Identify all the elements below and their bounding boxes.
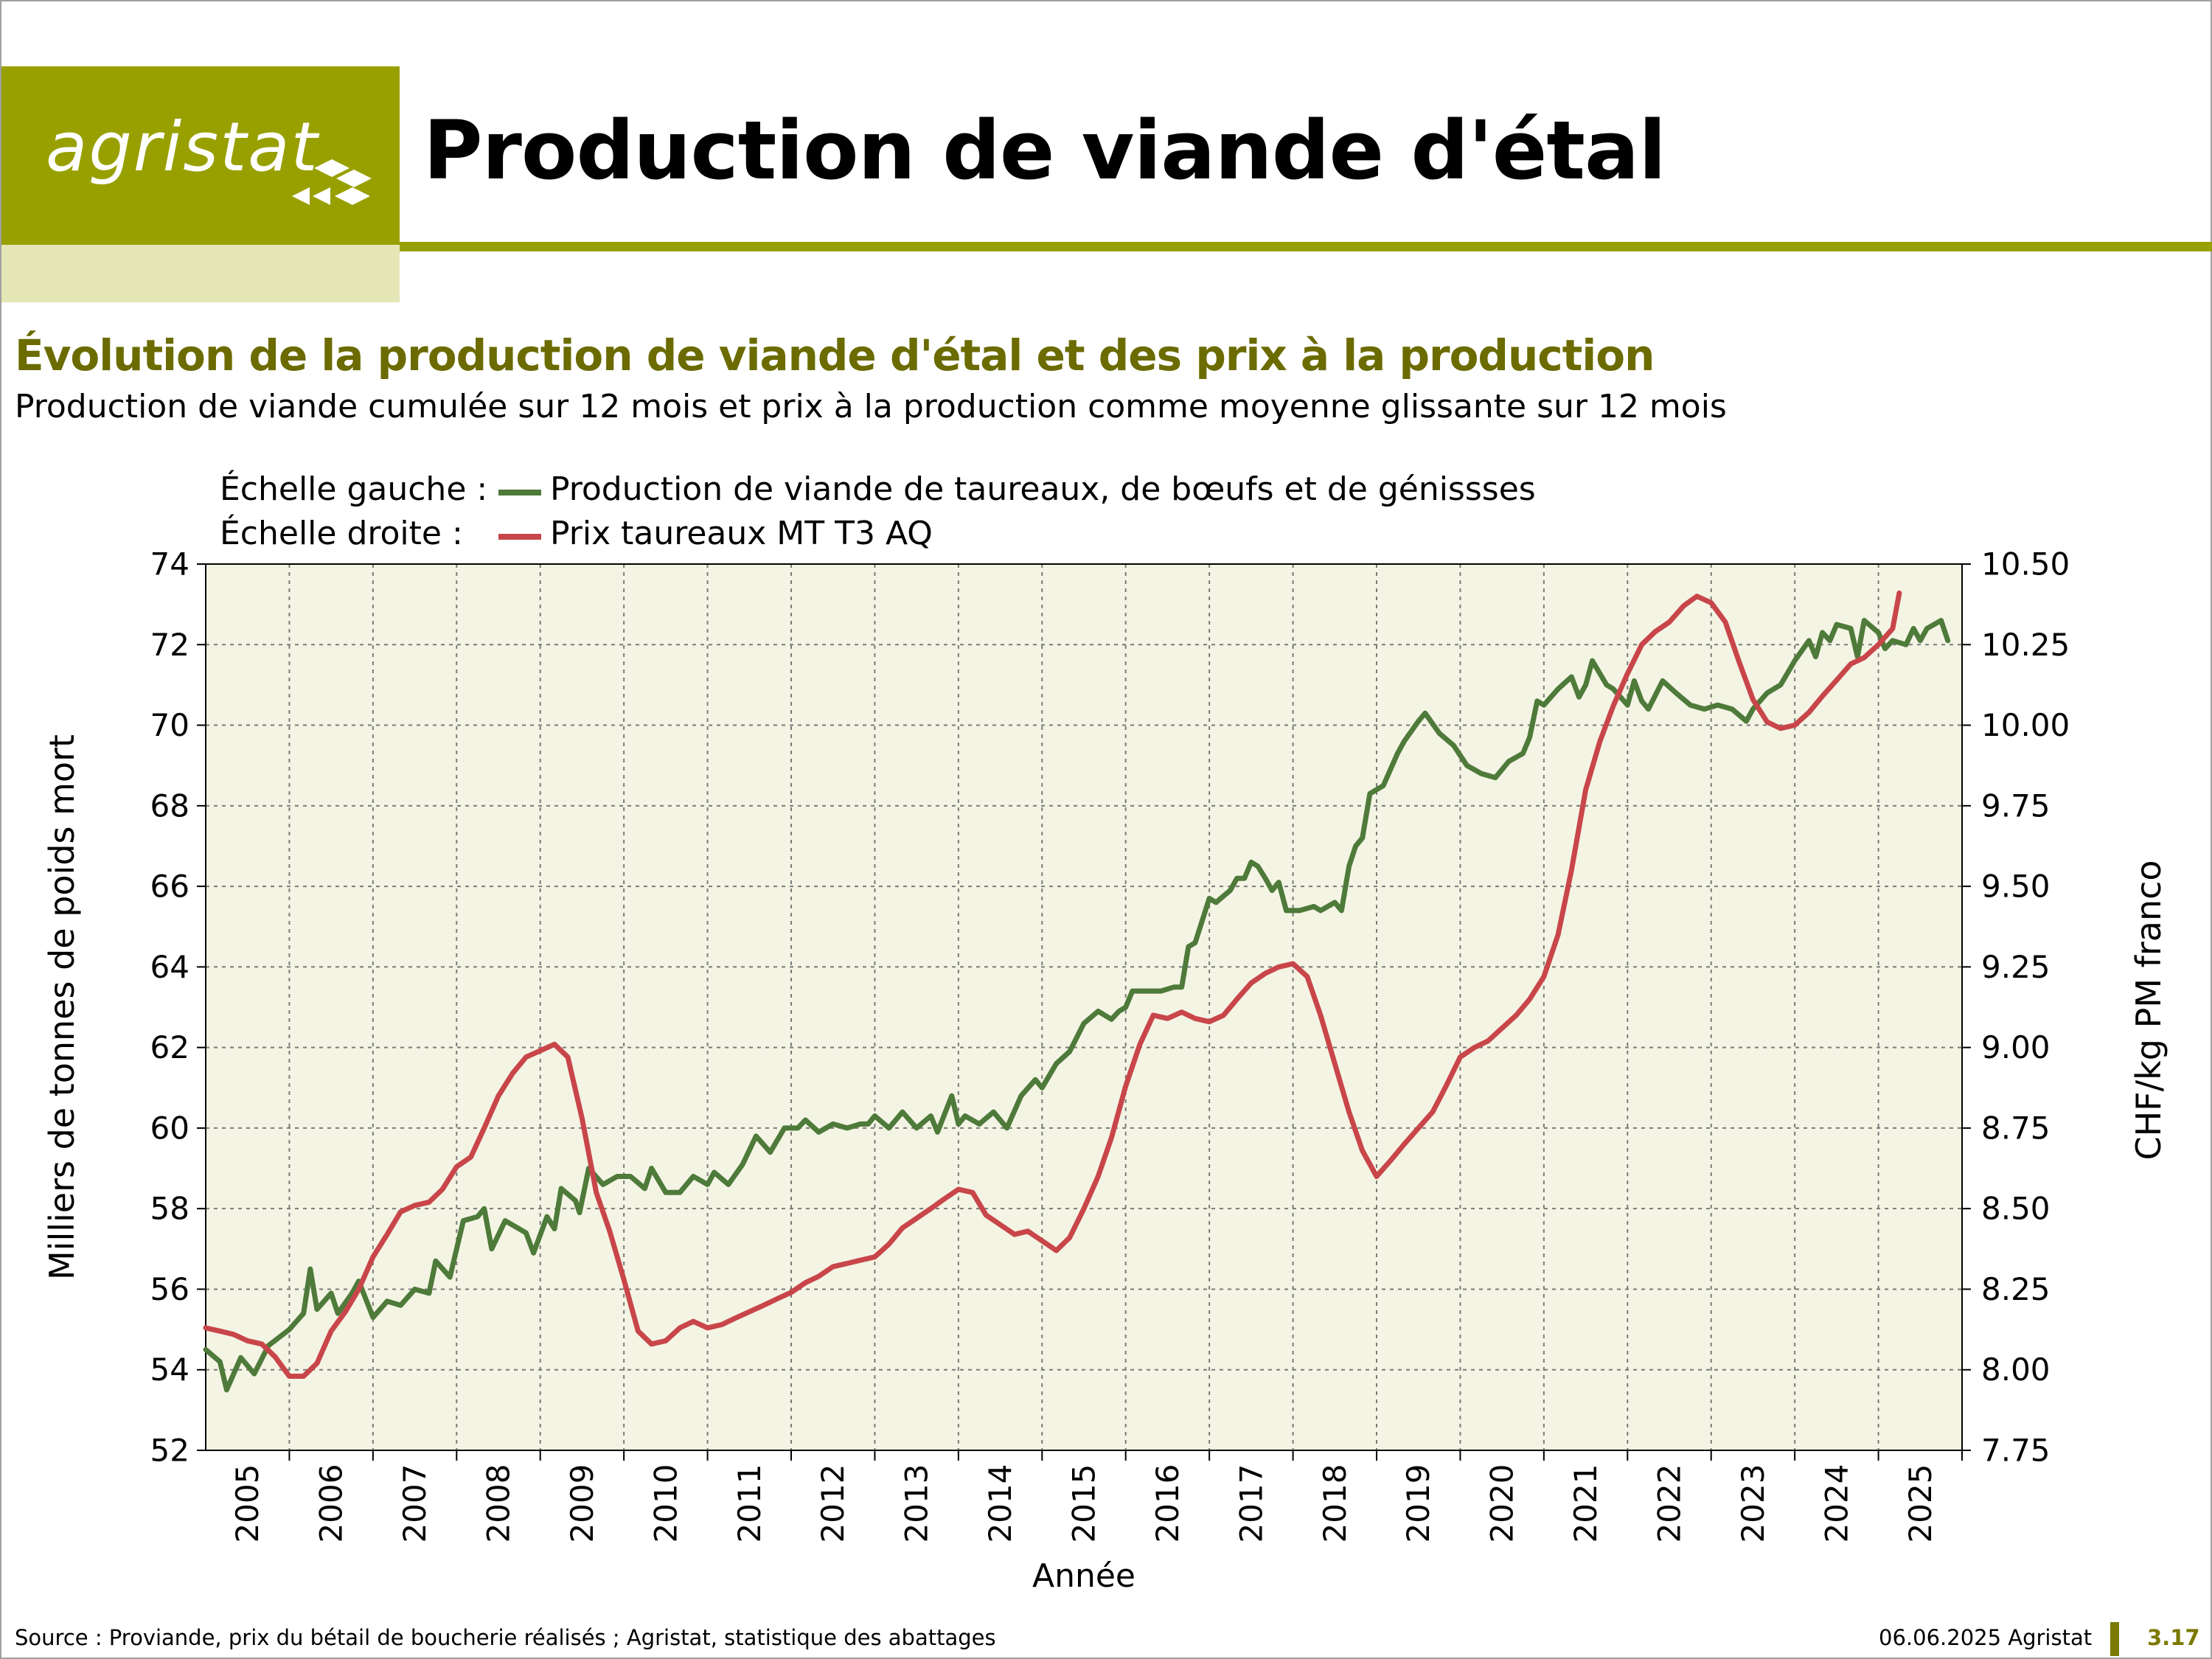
header-rule <box>400 242 2212 251</box>
x-tick-label: 2023 <box>1735 1464 1771 1543</box>
agristat-logo <box>1 66 400 245</box>
legend-left-prefix: Échelle gauche : <box>220 470 488 508</box>
price-series-line <box>203 590 1902 1379</box>
y-right-tick-label: 7.75 <box>1981 1433 2051 1469</box>
y-left-tick-label: 70 <box>150 707 189 743</box>
logo-text: agristat <box>46 108 319 187</box>
x-tick-label: 2017 <box>1233 1464 1269 1543</box>
legend-right-scale: Échelle droite : Prix taureaux MT T3 AQ <box>220 515 1547 556</box>
y-right-tick-label: 10.50 <box>1981 546 2070 582</box>
production-series-line <box>203 618 1951 1393</box>
y-left-tick-label: 64 <box>150 949 189 985</box>
y-right-axis-label: CHF/kg PM franco <box>2129 860 2168 1160</box>
x-tick-label: 2010 <box>647 1464 684 1543</box>
x-tick-label: 2015 <box>1066 1464 1102 1543</box>
y-right-tick-label: 10.00 <box>1981 707 2070 743</box>
x-axis-label: Année <box>1032 1557 1135 1595</box>
x-tick-label: 2014 <box>982 1464 1018 1543</box>
x-tick-label: 2012 <box>815 1464 851 1543</box>
x-tick-label: 2024 <box>1818 1464 1854 1543</box>
y-right-tick-label: 8.75 <box>1981 1110 2051 1146</box>
footer-source: Source : Proviande, prix du bétail de bo… <box>15 1625 996 1650</box>
y-left-tick-label: 74 <box>150 546 189 582</box>
x-tick-label: 2009 <box>564 1464 600 1543</box>
legend-price-swatch <box>498 534 541 540</box>
y-right-tick-label: 9.50 <box>1981 869 2051 905</box>
footer-date: 06.06.2025 Agristat <box>1879 1625 2093 1650</box>
x-tick-label: 2007 <box>397 1464 433 1543</box>
y-left-tick-label: 54 <box>150 1352 189 1388</box>
y-right-tick-label: 8.00 <box>1981 1352 2051 1388</box>
y-left-tick-label: 62 <box>150 1029 189 1065</box>
y-right-tick-label: 10.25 <box>1981 627 2070 663</box>
y-right-tick-label: 9.00 <box>1981 1029 2051 1065</box>
chart-title: Évolution de la production de viande d'é… <box>15 330 1655 380</box>
y-right-tick-label: 8.25 <box>1981 1271 2051 1307</box>
y-left-axis-label: Milliers de tonnes de poids mort <box>42 734 82 1280</box>
page-number: 3.17 <box>2147 1625 2200 1650</box>
x-tick-label: 2022 <box>1652 1464 1688 1543</box>
x-tick-label: 2016 <box>1150 1464 1186 1543</box>
logo-underbar <box>1 245 400 302</box>
y-left-tick-label: 66 <box>150 869 189 905</box>
y-right-tick-label: 8.50 <box>1981 1191 2051 1227</box>
y-left-tick-label: 58 <box>150 1191 189 1227</box>
x-tick-label: 2006 <box>313 1464 349 1543</box>
legend-price-label: Prix taureaux MT T3 AQ <box>550 515 933 552</box>
y-left-tick-label: 72 <box>150 627 189 663</box>
plot-area <box>206 564 1962 1450</box>
x-tick-label: 2018 <box>1317 1464 1353 1543</box>
x-tick-label: 2013 <box>899 1464 935 1543</box>
logo-diamond-mark-icon <box>292 159 372 205</box>
page-title: Production de viande d'étal <box>423 103 1666 198</box>
y-left-tick-label: 56 <box>150 1271 189 1307</box>
x-tick-label: 2011 <box>731 1464 768 1543</box>
x-tick-label: 2008 <box>481 1464 517 1543</box>
x-tick-label: 2025 <box>1902 1464 1938 1543</box>
legend-left-scale: Échelle gauche : Production de viande de… <box>220 470 1547 512</box>
x-tick-label: 2019 <box>1400 1464 1436 1543</box>
y-left-tick-label: 60 <box>150 1110 189 1146</box>
y-left-tick-label: 68 <box>150 787 189 824</box>
legend-production-label: Production de viande de taureaux, de bœu… <box>550 470 1536 508</box>
x-tick-label: 2020 <box>1484 1464 1520 1543</box>
x-tick-label: 2021 <box>1568 1464 1604 1543</box>
legend-production-swatch <box>498 490 541 495</box>
plot-border <box>205 563 1963 1451</box>
footer-divider <box>2110 1622 2119 1656</box>
y-right-tick-label: 9.25 <box>1981 949 2051 985</box>
x-tick-label: 2005 <box>229 1464 265 1543</box>
y-left-tick-label: 52 <box>150 1433 189 1469</box>
chart-subtitle: Production de viande cumulée sur 12 mois… <box>15 388 1727 425</box>
legend-right-prefix: Échelle droite : <box>220 515 463 552</box>
y-right-tick-label: 9.75 <box>1981 787 2051 824</box>
